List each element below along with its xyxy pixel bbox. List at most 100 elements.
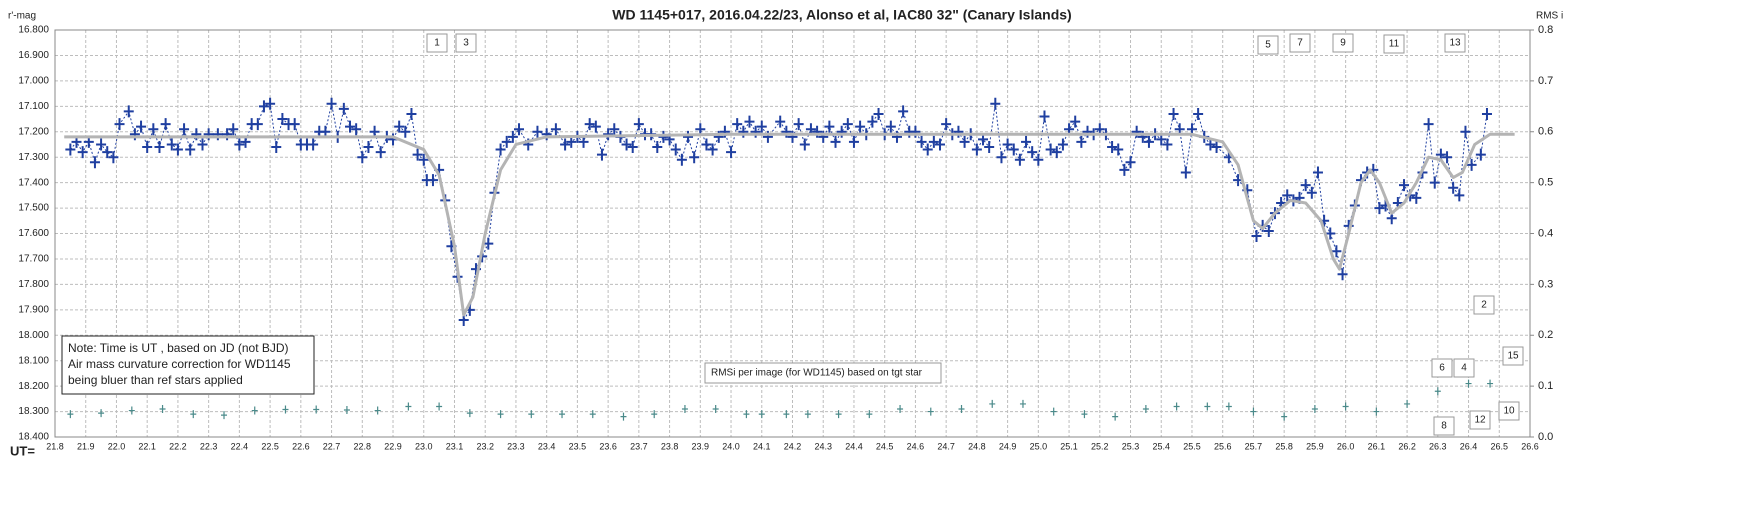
data-point [651,410,658,419]
y-tick-label: 16.800 [18,25,49,36]
annotation-box [1332,33,1354,53]
data-point [265,97,276,110]
data-point [959,135,970,148]
data-point [1211,141,1222,154]
data-point [756,120,767,133]
y-tick-label: 17.500 [18,203,49,214]
x-tick-label: 22.2 [169,441,187,451]
x-tick-label: 25.5 [1183,441,1201,451]
data-point [185,143,196,156]
x-tick-label: 24.5 [876,441,894,451]
data-point [1373,407,1380,416]
data-point [351,123,362,136]
data-point [1039,110,1050,123]
data-point [128,406,135,415]
data-point [689,151,700,164]
data-point [713,130,724,143]
data-point [1429,176,1440,189]
data-point [1311,405,1318,414]
data-point [418,153,429,166]
x-tick-label: 25.4 [1152,441,1170,451]
data-point [830,135,841,148]
data-point [1113,143,1124,156]
x-tick-label: 24.9 [999,441,1017,451]
annotation: 11 [1389,39,1400,50]
data-point [603,128,614,141]
data-point [221,411,228,420]
data-point [67,410,74,419]
y-tick-label: 17.900 [18,304,49,315]
data-point [1143,135,1154,148]
data-point [102,146,113,159]
annotation-box [1433,416,1455,436]
data-point [1112,412,1119,421]
data-point [136,120,147,133]
y-tick-label: 17.000 [18,76,49,87]
data-point [412,148,423,161]
x-tick-label: 23.1 [446,441,464,451]
data-point [427,174,438,187]
data-point [436,402,443,411]
y2-tick-label: 0.2 [1538,329,1553,341]
data-point [1374,202,1385,215]
data-point [1002,138,1013,151]
annotation: 6 [1439,363,1445,374]
annotation-box [1383,34,1405,54]
data-point [400,125,411,138]
data-point [898,105,909,118]
data-point [197,138,208,151]
annotation-box [1502,346,1524,366]
data-point [1342,402,1349,411]
data-point [1081,410,1088,419]
data-point [627,141,638,154]
data-point [313,405,320,414]
note-text: Note: Time is UT , based on JD (not BJD) [68,341,289,355]
data-point [1306,186,1317,199]
data-point [1404,399,1411,408]
annotation-box [426,33,448,53]
data-point [148,123,159,136]
x-tick-label: 24.7 [937,441,955,451]
y2-tick-label: 0.6 [1538,126,1553,138]
data-point [338,102,349,115]
data-point [374,406,381,415]
data-point [1281,412,1288,421]
data-point [343,406,350,415]
x-tick-label: 26.3 [1429,441,1447,451]
data-point [1045,143,1056,156]
data-point [676,153,687,166]
note-box [61,335,315,395]
data-point [532,125,543,138]
y-tick-label: 17.300 [18,152,49,163]
x-tick-label: 22.5 [261,441,279,451]
annotation-box [1444,33,1466,53]
data-point [1107,141,1118,154]
data-point [1125,156,1136,169]
data-point [775,115,786,128]
data-point [252,118,263,131]
data-point [1027,146,1038,159]
data-point [108,151,119,164]
data-point [172,143,183,156]
x-tick-label: 23.3 [507,441,525,451]
x-tick-label: 25.3 [1122,441,1140,451]
data-point [507,130,518,143]
x-tick-label: 24.6 [907,441,925,451]
data-point [258,100,269,113]
data-point [916,135,927,148]
x-tick-label: 25.8 [1275,441,1293,451]
annotation: 1 [434,38,440,49]
x-tick-label: 22.8 [354,441,372,451]
y2-axis-label: RMS i [1536,11,1563,22]
y-tick-label: 18.400 [18,432,49,443]
data-point [958,405,965,414]
x-tick-label: 21.8 [46,441,64,451]
x-tick-label: 26.2 [1398,441,1416,451]
y2-tick-label: 0.4 [1538,227,1553,239]
y2-tick-label: 0.5 [1538,177,1553,189]
data-point [190,410,197,419]
data-point [234,138,245,151]
x-tick-label: 22.3 [200,441,218,451]
x-tick-label: 25.0 [1030,441,1048,451]
data-point [1411,191,1422,204]
